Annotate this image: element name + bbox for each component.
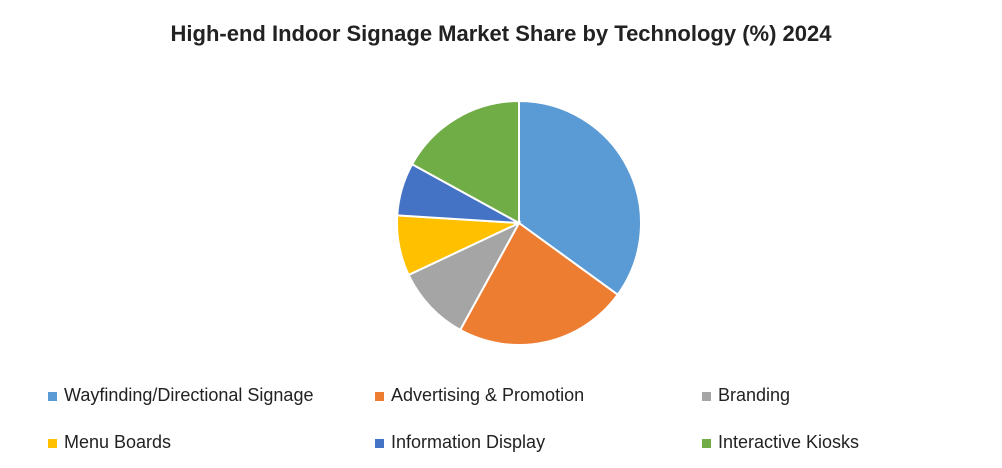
legend-swatch (48, 392, 57, 401)
legend-label: Wayfinding/Directional Signage (64, 385, 313, 405)
legend-label: Branding (718, 385, 790, 405)
legend-label: Advertising & Promotion (391, 385, 584, 405)
chart-title: High-end Indoor Signage Market Share by … (171, 21, 833, 46)
pie-slice (407, 220, 522, 332)
legend-label: Menu Boards (64, 432, 171, 452)
legend-swatch (375, 439, 384, 448)
legend-label: Interactive Kiosks (718, 432, 859, 452)
pie-slice (410, 99, 520, 225)
pie-slice (518, 99, 642, 297)
legend-swatch (375, 392, 384, 401)
legend-label: Information Display (391, 432, 545, 452)
legend-swatch (702, 392, 711, 401)
legend-swatch (702, 439, 711, 448)
pie-slice (458, 221, 620, 346)
legend-swatch (48, 439, 57, 448)
